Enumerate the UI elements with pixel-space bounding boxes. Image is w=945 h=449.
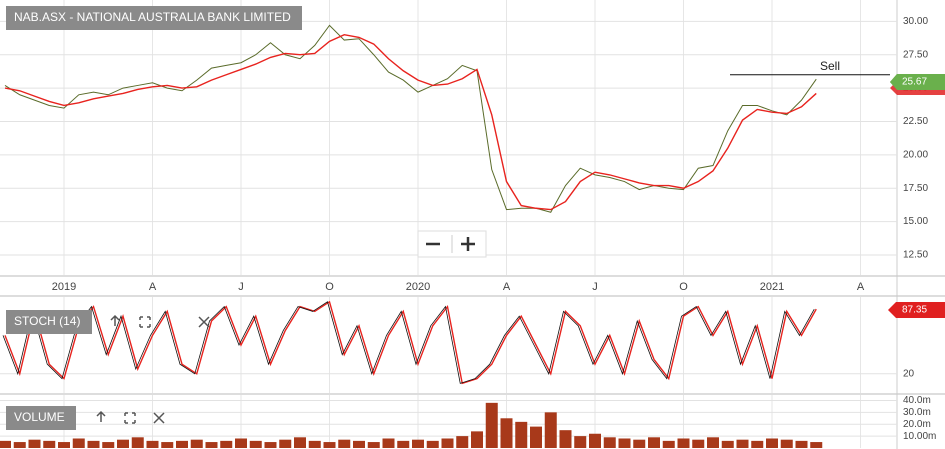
bar: [500, 418, 513, 448]
bar: [367, 442, 380, 448]
bar: [559, 430, 572, 448]
annotation-text: Sell: [820, 59, 840, 73]
bar: [161, 442, 174, 448]
x-tick-label: A: [857, 281, 865, 293]
bar: [692, 439, 705, 448]
toolbar[interactable]: [96, 314, 210, 424]
series-line: [4, 300, 817, 385]
chart-title: NAB.ASX - NATIONAL AUSTRALIA BANK LIMITE…: [14, 10, 291, 24]
bar: [131, 437, 144, 448]
bar: [766, 438, 778, 448]
y-tick-label: 30.0m: [903, 407, 931, 418]
bar: [264, 442, 277, 448]
bar: [87, 440, 100, 448]
bar: [721, 440, 734, 448]
bar: [13, 442, 26, 448]
bar: [574, 436, 587, 448]
bar: [603, 437, 616, 448]
bar: [294, 437, 306, 448]
series-line: [4, 24, 817, 213]
bar: [633, 439, 646, 448]
bar: [544, 412, 557, 448]
bar: [249, 440, 262, 448]
bar: [662, 440, 675, 448]
price-tag: [890, 74, 945, 90]
bar: [426, 440, 439, 448]
bar: [412, 439, 424, 448]
x-tick-label: O: [679, 281, 688, 293]
y-tick-label: 30.00: [903, 16, 928, 27]
y-tick-label: 12.50: [903, 250, 928, 261]
bar: [308, 440, 321, 448]
x-tick-label: A: [503, 281, 511, 293]
bar: [677, 438, 690, 448]
bar: [589, 433, 601, 448]
y-tick-label: 17.50: [903, 183, 928, 194]
bar: [279, 439, 292, 448]
title-box: [6, 6, 302, 30]
series-line: [4, 33, 817, 211]
bar: [58, 442, 70, 448]
bar: [648, 437, 660, 448]
x-tick-label: A: [149, 281, 157, 293]
panel-title: STOCH (14): [14, 314, 80, 328]
bar: [736, 439, 749, 448]
bar: [707, 437, 719, 448]
bar: [515, 421, 528, 448]
bar: [146, 440, 159, 448]
bar: [618, 438, 631, 448]
bar: [235, 438, 247, 448]
bar: [72, 438, 85, 448]
bar: [205, 442, 218, 448]
bar: [780, 439, 793, 448]
bar: [397, 440, 410, 448]
x-tick-label: 2021: [760, 281, 784, 293]
panel-title: VOLUME: [14, 410, 65, 424]
y-tick-label: 10.00m: [903, 431, 936, 442]
bar: [471, 431, 483, 448]
series-shadow: [2, 301, 815, 384]
y-tick-label: 40.0m: [903, 395, 931, 406]
y-tick-label: 27.50: [903, 49, 928, 60]
bar: [117, 439, 129, 448]
stoch-tag: [888, 302, 945, 318]
bar: [0, 440, 11, 448]
bar: [382, 438, 395, 448]
x-tick-label: O: [325, 281, 334, 293]
zoom-control[interactable]: [417, 230, 487, 258]
bar: [810, 442, 823, 448]
bar: [43, 440, 56, 448]
bar: [176, 440, 188, 448]
last-stoch: 87.35: [902, 305, 927, 316]
bar: [338, 439, 351, 448]
title-box: [6, 406, 76, 430]
y-tick-label: 20.00: [903, 149, 928, 160]
y-tick-label: 22.50: [903, 116, 928, 127]
x-tick-label: J: [592, 281, 598, 293]
bar: [28, 439, 41, 448]
bar: [795, 440, 808, 448]
bar: [456, 436, 469, 448]
x-tick-label: 2019: [52, 281, 76, 293]
y-tick-label: 15.00: [903, 216, 928, 227]
x-tick-label: J: [238, 281, 244, 293]
bar: [441, 438, 454, 448]
bar: [102, 442, 115, 448]
last-price: 25.67: [902, 77, 927, 88]
bar: [220, 440, 233, 448]
y-tick-label: 20: [903, 368, 915, 379]
y-tick-label: 20.0m: [903, 419, 931, 430]
bar: [751, 440, 764, 448]
bar: [190, 439, 203, 448]
bar: [485, 402, 498, 448]
bar: [353, 440, 365, 448]
x-tick-label: 2020: [406, 281, 430, 293]
bar: [530, 426, 542, 448]
title-box: [6, 310, 92, 334]
bar: [323, 442, 336, 448]
